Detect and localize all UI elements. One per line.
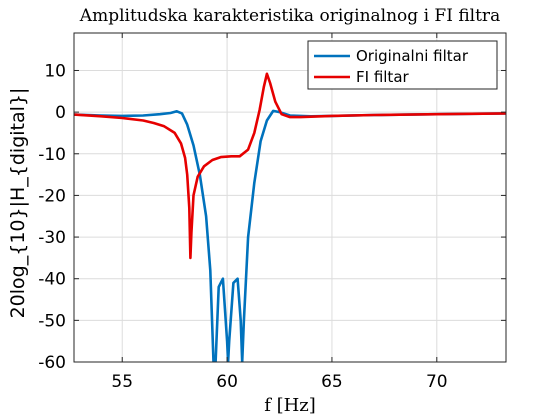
y-tick-label: -50 (38, 311, 66, 331)
y-tick-label: 10 (44, 61, 66, 81)
y-axis-label: 20log_{10}|H_{digital}| (7, 88, 29, 319)
legend-label: FI filtar (356, 68, 410, 86)
x-tick-label: 60 (216, 372, 238, 392)
y-tick-label: -40 (38, 270, 66, 290)
y-tick-label: -30 (38, 228, 66, 248)
chart-title: Amplitudska karakteristika originalnog i… (79, 6, 500, 26)
y-tick-label: -60 (38, 353, 66, 373)
y-tick-label: -10 (38, 145, 66, 165)
y-tick-label: 0 (55, 103, 66, 123)
y-tick-label: -20 (38, 186, 66, 206)
x-tick-label: 65 (321, 372, 343, 392)
x-axis-label: f [Hz] (264, 395, 316, 416)
x-tick-label: 55 (111, 372, 133, 392)
x-tick-label: 70 (426, 372, 448, 392)
legend-label: Originalni filtar (356, 47, 469, 65)
legend: Originalni filtar FI filtar (308, 41, 497, 89)
